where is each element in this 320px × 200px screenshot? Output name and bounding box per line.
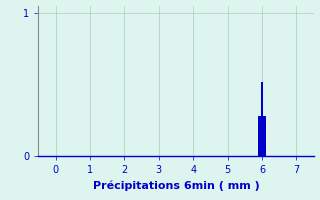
Bar	[258, 116, 266, 156]
X-axis label: Précipitations 6min ( mm ): Précipitations 6min ( mm )	[92, 181, 260, 191]
Bar	[261, 82, 263, 156]
